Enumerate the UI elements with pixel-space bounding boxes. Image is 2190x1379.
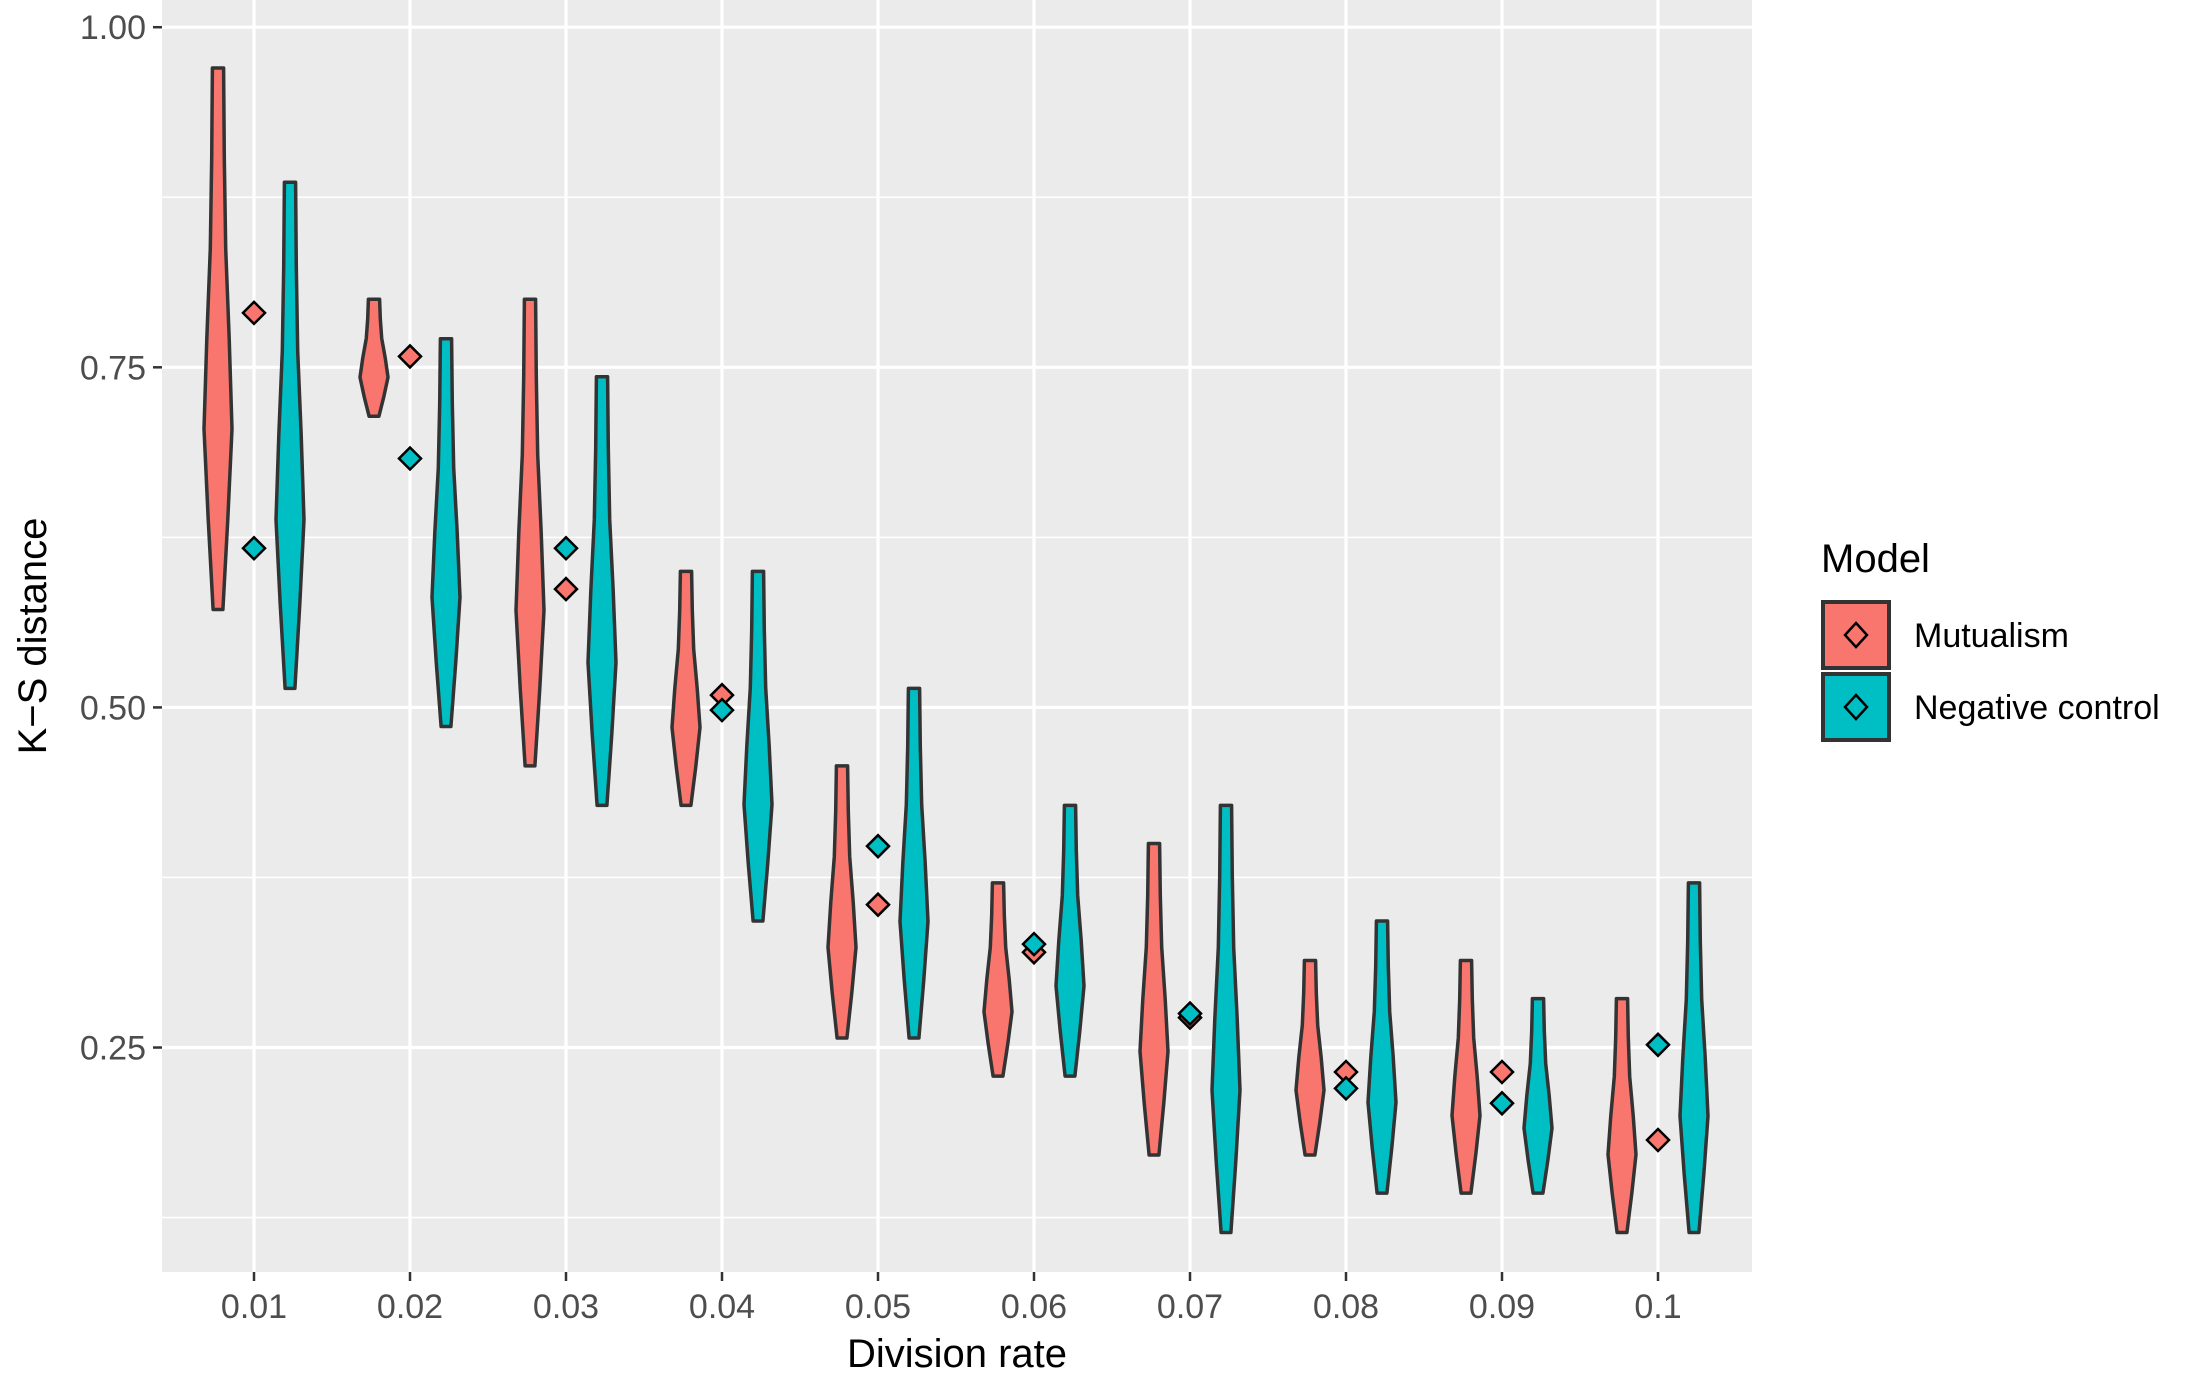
x-tick-label: 0.08: [1313, 1288, 1379, 1326]
marker-negative-control-0.09: [1489, 1090, 1515, 1117]
violin-negative-control-0.09: [1522, 996, 1554, 1195]
violin-negative-control-0.08: [1366, 919, 1398, 1195]
x-tick-label: 0.09: [1469, 1288, 1535, 1326]
legend-diamond-negative-control-icon: [1843, 693, 1869, 721]
marker-mutualism-0.03: [553, 576, 579, 602]
legend-item-mutualism: Mutualism: [1821, 600, 2069, 670]
y-tick-label: 0.50: [80, 689, 146, 727]
marker-negative-control-0.02: [397, 445, 423, 472]
x-tick-label: 0.1: [1634, 1288, 1681, 1326]
violin-mutualism-0.01: [202, 66, 234, 612]
x-axis: 0.01 0.02 0.03 0.04 0.05 0.06 0.07 0.08 0.09 0.1: [221, 1272, 1682, 1326]
y-tick-label: 0.75: [80, 349, 146, 387]
violin-mutualism-0.05: [826, 764, 858, 1040]
legend-diamond-mutualism-icon: [1843, 621, 1869, 649]
violin-negative-control-0.1: [1678, 881, 1710, 1235]
marker-mutualism-0.1: [1645, 1127, 1671, 1153]
x-tick-label: 0.04: [689, 1288, 755, 1326]
violin-mutualism-0.09: [1450, 958, 1482, 1195]
violin-negative-control-0.04: [742, 569, 774, 923]
marker-negative-control-0.08: [1333, 1075, 1359, 1102]
marker-mutualism-0.02: [397, 343, 423, 370]
violin-mutualism-0.02: [358, 297, 390, 419]
y-tick-label: 1.00: [80, 9, 146, 47]
plot-panel: [162, 0, 1752, 1272]
violin-negative-control-0.07: [1210, 803, 1242, 1235]
minor-gridlines: [162, 196, 1752, 1219]
marker-negative-control-0.1: [1645, 1032, 1671, 1058]
marker-negative-control-0.07: [1177, 1000, 1203, 1027]
x-tick-label: 0.05: [845, 1288, 911, 1326]
legend-label-mutualism: Mutualism: [1914, 617, 2069, 655]
violin-mutualism-0.1: [1606, 996, 1638, 1235]
major-gridlines: [162, 0, 1752, 1272]
x-tick-label: 0.01: [221, 1288, 287, 1326]
legend-title: Model: [1821, 537, 1930, 581]
legend-label-negative-control: Negative control: [1914, 689, 2160, 727]
violin-negative-control-0.03: [586, 375, 618, 808]
x-tick-label: 0.07: [1157, 1288, 1223, 1326]
violin-mutualism-0.04: [670, 569, 702, 808]
legend: Model Mutualism Negative control: [1821, 537, 2160, 742]
mean-markers: [241, 300, 1671, 1153]
marker-negative-control-0.05: [865, 833, 891, 859]
violin-negative-control-0.01: [274, 180, 306, 691]
violins: [202, 66, 1710, 1235]
violin-negative-control-0.05: [898, 686, 930, 1040]
violin-mutualism-0.07: [1138, 841, 1170, 1157]
x-tick-label: 0.03: [533, 1288, 599, 1326]
y-tick-label: 0.25: [80, 1030, 146, 1068]
violin-negative-control-0.02: [430, 336, 462, 729]
violin-mutualism-0.08: [1294, 958, 1326, 1157]
x-tick-label: 0.02: [377, 1288, 443, 1326]
marker-negative-control-0.01: [241, 535, 267, 562]
violin-mutualism-0.06: [982, 881, 1014, 1078]
marker-negative-control-0.03: [553, 535, 579, 562]
marker-negative-control-0.04: [709, 697, 735, 723]
violin-negative-control-0.06: [1054, 803, 1086, 1078]
legend-item-negative-control: Negative control: [1821, 672, 2160, 742]
marker-mutualism-0.05: [865, 891, 891, 918]
y-axis-title: K−S distance: [11, 518, 55, 755]
marker-mutualism-0.01: [241, 300, 267, 326]
x-tick-label: 0.06: [1001, 1288, 1067, 1326]
y-axis: 0.25 0.50 0.75 1.00: [80, 9, 162, 1068]
x-axis-title: Division rate: [847, 1332, 1067, 1376]
marker-mutualism-0.09: [1489, 1059, 1515, 1085]
marker-negative-control-0.06: [1021, 931, 1047, 957]
violin-mutualism-0.03: [514, 297, 546, 768]
